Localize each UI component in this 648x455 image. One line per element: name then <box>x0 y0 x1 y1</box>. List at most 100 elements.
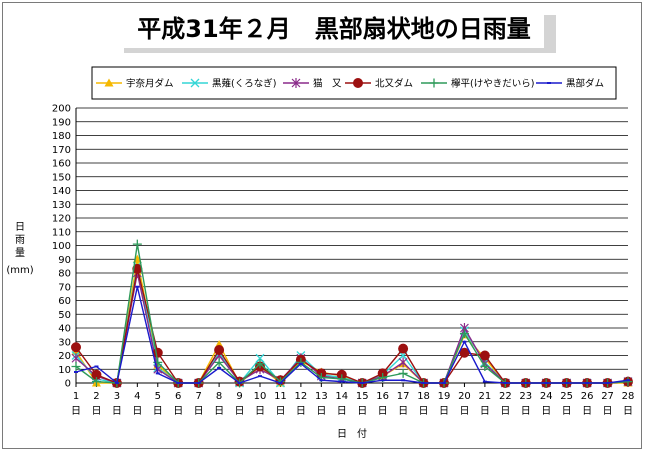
data-point <box>94 365 99 368</box>
x-tick-label: 19 <box>438 391 451 402</box>
y-tick-label: 90 <box>58 255 71 266</box>
data-point <box>196 382 201 384</box>
x-tick-suffix: 日 <box>153 406 163 417</box>
y-tick-label: 150 <box>52 172 71 183</box>
legend-label: 黒薙(くろなぎ) <box>212 78 276 90</box>
legend-item: 欅平(けやきだいら) <box>421 78 534 90</box>
data-point <box>503 382 508 384</box>
y-axis-title-char: 日 <box>15 222 25 233</box>
series-dash <box>74 285 630 385</box>
data-point <box>135 285 140 288</box>
y-tick-label: 130 <box>52 200 71 211</box>
x-tick-label: 4 <box>134 391 140 402</box>
data-point <box>605 382 610 384</box>
x-tick-suffix: 日 <box>132 406 142 417</box>
data-point <box>214 357 224 367</box>
x-tick-label: 1 <box>73 391 79 402</box>
x-tick-suffix: 日 <box>194 406 204 417</box>
legend-label: 宇奈月ダム <box>126 78 174 90</box>
x-tick-suffix: 日 <box>337 406 347 417</box>
x-tick-label: 7 <box>195 391 201 402</box>
data-point <box>298 362 303 365</box>
y-tick-label: 190 <box>52 117 71 128</box>
data-point <box>255 353 265 363</box>
data-point <box>429 78 439 88</box>
chart-title: 平成31年２月 黒部扇状地の日雨量 <box>124 10 544 48</box>
data-point <box>291 78 301 88</box>
data-point <box>623 377 633 387</box>
y-axis-unit: (mm) <box>6 265 33 276</box>
x-tick-suffix: 日 <box>500 406 510 417</box>
data-point <box>585 382 590 384</box>
x-tick-suffix: 日 <box>603 406 613 417</box>
data-point <box>459 347 470 358</box>
legend-label: 北又ダム <box>375 78 413 90</box>
x-tick-suffix: 日 <box>235 406 245 417</box>
x-tick-suffix: 日 <box>71 406 81 417</box>
data-point <box>398 357 408 368</box>
data-point <box>462 340 467 343</box>
data-point <box>114 382 119 384</box>
data-point <box>339 380 344 383</box>
x-tick-label: 10 <box>254 391 267 402</box>
legend-item: 北又ダム <box>345 78 413 90</box>
x-tick-label: 25 <box>560 391 573 402</box>
data-point <box>442 382 446 384</box>
legend-label: 黒部ダム <box>566 78 604 90</box>
y-tick-label: 200 <box>52 104 71 115</box>
y-tick-label: 80 <box>58 269 71 280</box>
y-tick-label: 120 <box>52 214 71 225</box>
x-tick-suffix: 日 <box>173 406 183 417</box>
x-tick-suffix: 日 <box>398 406 408 417</box>
data-point <box>564 382 569 384</box>
x-tick-suffix: 日 <box>378 406 388 417</box>
data-point <box>398 343 409 354</box>
x-tick-label: 15 <box>356 391 369 402</box>
x-tick-label: 26 <box>581 391 594 402</box>
x-tick-suffix: 日 <box>562 406 572 417</box>
legend-item: 黒薙(くろなぎ) <box>182 78 276 90</box>
x-tick-suffix: 日 <box>91 406 101 417</box>
x-tick-suffix: 日 <box>316 406 326 417</box>
x-tick-label: 23 <box>519 391 532 402</box>
x-tick-label: 11 <box>274 391 287 402</box>
data-point <box>547 82 551 84</box>
data-point <box>91 377 101 387</box>
data-point <box>459 329 469 338</box>
data-point <box>155 372 160 375</box>
x-tick-label: 18 <box>417 391 430 402</box>
x-tick-suffix: 日 <box>275 406 285 417</box>
x-tick-label: 5 <box>155 391 161 402</box>
data-point <box>74 371 78 373</box>
y-tick-label: 30 <box>58 337 71 348</box>
y-tick-label: 100 <box>52 241 71 252</box>
data-point <box>152 347 163 358</box>
y-tick-label: 20 <box>58 351 71 362</box>
x-tick-label: 21 <box>479 391 492 402</box>
x-tick-suffix: 日 <box>459 406 469 417</box>
x-tick-label: 16 <box>376 391 389 402</box>
data-point <box>258 375 262 378</box>
x-tick-suffix: 日 <box>582 406 592 417</box>
data-point <box>255 359 265 369</box>
x-tick-label: 13 <box>315 391 328 402</box>
x-tick-label: 12 <box>295 391 308 402</box>
y-tick-label: 10 <box>58 365 71 376</box>
legend-item: 黒部ダム <box>536 78 604 90</box>
x-tick-suffix: 日 <box>357 406 367 417</box>
y-tick-label: 110 <box>52 227 71 238</box>
x-tick-suffix: 日 <box>623 406 633 417</box>
data-point <box>214 345 225 355</box>
legend-label: 猫 又 <box>313 78 342 90</box>
data-point <box>237 382 242 384</box>
legend-item: 宇奈月ダム <box>96 78 174 90</box>
x-tick-label: 28 <box>622 391 635 402</box>
x-tick-label: 2 <box>93 391 99 402</box>
data-point <box>523 382 528 384</box>
data-point <box>132 239 142 249</box>
data-point <box>544 382 549 384</box>
y-tick-label: 170 <box>52 145 71 156</box>
series-line <box>75 286 629 385</box>
x-axis-title: 日 付 <box>337 427 367 440</box>
